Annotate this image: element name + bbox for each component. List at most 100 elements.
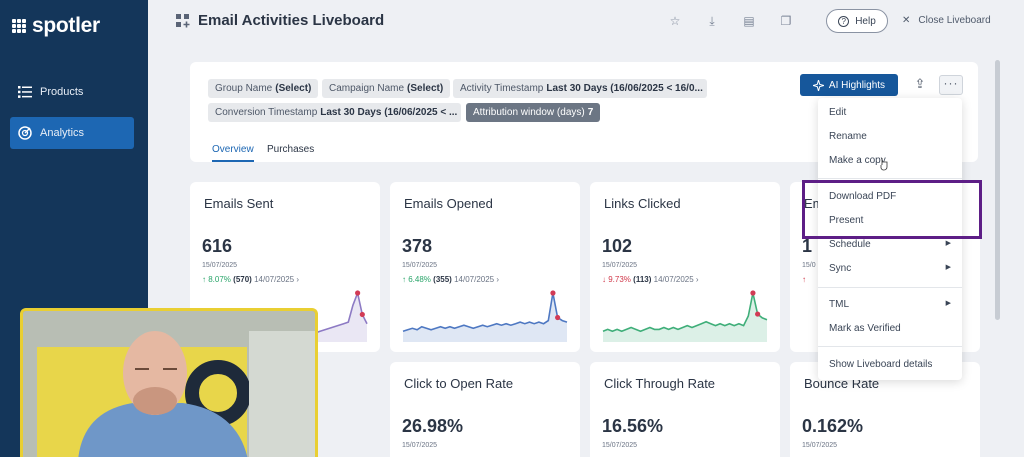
filter-name: Conversion Timestamp xyxy=(215,107,318,118)
spotler-logo[interactable]: spotler xyxy=(12,14,100,38)
kpi-card-click-to-open-rate[interactable]: Click to Open Rate 26.98% 15/07/2025 xyxy=(390,362,580,457)
filter-name: Campaign Name xyxy=(329,83,405,94)
card-title: Emails Opened xyxy=(404,196,493,211)
sidebar-item-products[interactable]: Products xyxy=(10,76,134,108)
close-liveboard-button[interactable]: ✕ Close Liveboard xyxy=(902,15,991,26)
kpi-card-emails-opened[interactable]: Emails Opened 378 15/07/2025 ↑ 6.48% (35… xyxy=(390,182,580,352)
tab-purchases[interactable]: Purchases xyxy=(267,144,315,155)
card-date: 15/07/2025 xyxy=(402,262,438,269)
kpi-card-click-through-rate[interactable]: Click Through Rate 16.56% 15/07/2025 xyxy=(590,362,780,457)
card-value: 616 xyxy=(202,236,233,256)
change-up-icon: ↑ xyxy=(202,275,206,284)
menu-separator xyxy=(818,178,962,179)
more-options-button[interactable]: ··· xyxy=(939,75,963,95)
card-date: 15/07/2025 xyxy=(202,262,238,269)
sparkline-peak-marker xyxy=(550,290,556,296)
menu-item-label: TML xyxy=(829,299,849,310)
menu-item-sync[interactable]: Sync ▶ xyxy=(829,263,951,274)
menu-item-label: Download PDF xyxy=(829,191,897,202)
menu-item-present[interactable]: Present xyxy=(829,215,951,226)
menu-item-mark-as-verified[interactable]: Mark as Verified xyxy=(829,323,951,334)
menu-item-label: Sync xyxy=(829,263,852,274)
menu-item-make-a-copy[interactable]: Make a copy xyxy=(829,155,951,166)
filter-attribution-window[interactable]: Attribution window (days) 7 xyxy=(466,103,601,122)
mouse-cursor-icon xyxy=(880,158,888,171)
annotation-highlight-box xyxy=(802,180,982,239)
sparkline-line xyxy=(602,292,768,333)
card-change: ↑ 6.48% (355) 14/07/2025 › xyxy=(402,275,499,284)
menu-item-label: Schedule xyxy=(829,239,871,250)
filter-name: Activity Timestamp xyxy=(460,83,544,94)
change-percent: 6.48% xyxy=(408,275,431,284)
card-title: Links Clicked xyxy=(604,196,681,211)
filter-name: Group Name xyxy=(215,83,273,94)
sidebar-item-analytics[interactable]: Analytics xyxy=(10,117,134,149)
card-title: Click Through Rate xyxy=(604,376,716,391)
card-change: ↓ 9.73% (113) 14/07/2025 › xyxy=(602,275,699,284)
copy-icon[interactable]: ❐ xyxy=(780,14,792,28)
card-change: ↑ 8.07% (570) 14/07/2025 › xyxy=(202,275,299,284)
share-icon[interactable]: ⇪ xyxy=(914,76,926,91)
sidebar-item-label: Products xyxy=(40,86,84,98)
sparkline-line xyxy=(402,292,568,333)
help-label: Help xyxy=(855,15,876,27)
filter-value: (Select) xyxy=(407,83,444,94)
star-icon[interactable]: ☆ xyxy=(669,14,681,28)
sidebar-item-label: Analytics xyxy=(40,127,85,139)
card-value: 102 xyxy=(602,236,633,256)
menu-separator xyxy=(818,287,962,288)
schedule-icon[interactable]: ▤ xyxy=(743,14,755,28)
top-bar: Email Activities Liveboard ☆ ⤓ ▤ ❐ ? Hel… xyxy=(148,0,1024,44)
chevron-right-icon[interactable]: › xyxy=(296,275,300,284)
help-button[interactable]: ? Help xyxy=(826,9,888,33)
change-percent: 9.73% xyxy=(608,275,631,284)
filter-activity-timestamp[interactable]: Activity Timestamp Last 30 Days (16/06/20… xyxy=(453,79,707,98)
sparkline-marker xyxy=(555,314,561,321)
filter-campaign-name[interactable]: Campaign Name (Select) xyxy=(322,79,451,98)
card-title: Emails Sent xyxy=(204,196,274,211)
change-percent: 8.07% xyxy=(208,275,231,284)
menu-item-edit[interactable]: Edit xyxy=(829,107,951,118)
menu-item-label: Show Liveboard details xyxy=(829,359,933,370)
menu-item-rename[interactable]: Rename xyxy=(829,131,951,142)
submenu-arrow-icon: ▶ xyxy=(945,300,951,307)
download-icon[interactable]: ⤓ xyxy=(709,14,715,28)
menu-item-schedule[interactable]: Schedule ▶ xyxy=(829,239,951,250)
card-date: 15/07/2025 xyxy=(802,442,838,449)
card-value: 0.162% xyxy=(802,416,864,436)
change-down-icon: ↑ xyxy=(802,275,806,284)
sparkline-area xyxy=(603,293,767,342)
filter-group-name[interactable]: Group Name (Select) xyxy=(208,79,319,98)
prev-value: (355) xyxy=(433,275,452,284)
change-up-icon: ↑ xyxy=(402,275,406,284)
card-date: 15/07/2025 xyxy=(602,262,638,269)
kpi-card-links-clicked[interactable]: Links Clicked 102 15/07/2025 ↓ 9.73% (11… xyxy=(590,182,780,352)
card-value: 16.56% xyxy=(602,416,664,436)
filter-value: (Select) xyxy=(275,83,312,94)
chevron-right-icon[interactable]: › xyxy=(695,275,699,284)
menu-item-download-pdf[interactable]: Download PDF xyxy=(829,191,951,202)
sparkline-chart xyxy=(402,290,568,342)
logo-grid-icon xyxy=(12,19,26,33)
card-change: ↑ xyxy=(802,275,806,284)
menu-item-label: Make a copy xyxy=(829,155,886,166)
list-icon xyxy=(18,86,32,98)
vertical-scrollbar[interactable] xyxy=(995,60,1000,320)
card-date: 15/0 xyxy=(802,262,816,269)
chevron-right-icon[interactable]: › xyxy=(496,275,500,284)
menu-item-label: Mark as Verified xyxy=(829,323,901,334)
more-options-menu: Edit Rename Make a copy Download PDF Pre… xyxy=(818,98,962,380)
sparkline-marker xyxy=(755,311,761,317)
card-date: 15/07/2025 xyxy=(402,442,438,449)
menu-item-show-liveboard-details[interactable]: Show Liveboard details xyxy=(829,359,951,370)
menu-item-tml[interactable]: TML ▶ xyxy=(829,299,951,310)
liveboard-icon xyxy=(176,13,190,27)
menu-item-label: Rename xyxy=(829,131,867,142)
menu-item-label: Present xyxy=(829,215,864,226)
prev-date: 14/07/2025 xyxy=(653,275,694,284)
sparkline-area xyxy=(403,293,567,342)
menu-item-label: Edit xyxy=(829,107,847,118)
tab-overview[interactable]: Overview xyxy=(212,144,254,162)
ai-highlights-button[interactable]: AI Highlights xyxy=(800,74,898,96)
filter-conversion-timestamp[interactable]: Conversion Timestamp Last 30 Days (16/06/… xyxy=(208,103,461,122)
